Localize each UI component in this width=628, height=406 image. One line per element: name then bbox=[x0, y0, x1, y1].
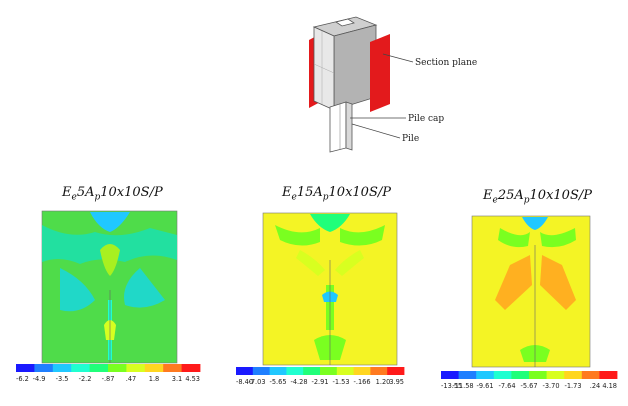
colorbar-3-segment bbox=[529, 371, 547, 379]
panel-title-1: Ee5Ap10x10S/P bbox=[62, 185, 163, 203]
colorbar-2-tick-label: 3.95 bbox=[389, 378, 404, 386]
colorbar-1-segment bbox=[52, 364, 72, 372]
contour-panel-1 bbox=[41, 210, 178, 364]
colorbar-1-tick-label: 1.8 bbox=[149, 375, 160, 383]
colorbar-3-segment bbox=[441, 371, 459, 379]
colorbar-2-segment bbox=[387, 367, 405, 375]
colorbar-3-segment bbox=[546, 371, 565, 379]
colorbar-1-segment bbox=[144, 364, 164, 372]
section-plane-front bbox=[370, 34, 390, 112]
pile-leader bbox=[351, 123, 401, 139]
pile-cap-label: Pile cap bbox=[408, 114, 444, 124]
colorbar-3-segment bbox=[564, 371, 583, 379]
colorbar-3-tick-label: -9.61 bbox=[476, 382, 493, 390]
pile-cap-block bbox=[312, 16, 378, 111]
colorbar-3-segment bbox=[458, 371, 477, 379]
contour-panel-3 bbox=[471, 215, 591, 368]
colorbar-3-tick-label: .24 bbox=[590, 382, 601, 390]
colorbar-3-segment bbox=[476, 371, 495, 379]
colorbar-1-tick-label: 3.1 bbox=[172, 375, 183, 383]
section-plane-label: Section plane bbox=[415, 58, 477, 68]
contour-panel-2 bbox=[262, 212, 398, 366]
colorbar-3-tick-label: -13.55 bbox=[441, 382, 462, 390]
colorbar-1-segment bbox=[34, 364, 54, 372]
colorbar-1-segment bbox=[108, 364, 127, 372]
colorbar-1-segment bbox=[126, 364, 146, 372]
colorbar-2: -8.40-7.03 -5.65 -4.28 -2.91 -1.53 -.166 1.203… bbox=[236, 367, 405, 386]
colorbar-2-tick-label: -.166 bbox=[353, 378, 370, 386]
colorbar-3-tick-label: -5.67 bbox=[520, 382, 537, 390]
colorbar-3-segment bbox=[581, 371, 600, 379]
colorbar-2-segment bbox=[336, 367, 354, 375]
panel-title-2: Ee15Ap10x10S/P bbox=[282, 185, 391, 203]
colorbar-1-tick-label: -2.2 bbox=[79, 375, 92, 383]
colorbar-1-segment bbox=[163, 364, 182, 372]
colorbar-2-tick-label: 1.20 bbox=[376, 378, 391, 386]
colorbar-3-tick-label: -11.58 bbox=[452, 382, 473, 390]
colorbar-2-segment bbox=[303, 367, 321, 375]
panel-title-3: Ee25Ap10x10S/P bbox=[483, 188, 592, 206]
pile-shape bbox=[329, 101, 353, 153]
colorbar-1-tick-label: -3.5 bbox=[56, 375, 69, 383]
colorbar-1-segment bbox=[16, 364, 35, 372]
colorbar-3-tick-label: -7.64 bbox=[498, 382, 515, 390]
colorbar-2-tick-label: -4.28 bbox=[290, 378, 307, 386]
colorbar-1: -6.2 -4.9 -3.5 -2.2 -.87 .47 1.8 3.1 4.53 bbox=[16, 364, 201, 383]
colorbar-1-tick-label: 4.53 bbox=[185, 375, 200, 383]
colorbar-3-segment bbox=[493, 371, 512, 379]
colorbar-2-segment bbox=[370, 367, 388, 375]
colorbar-2-segment bbox=[252, 367, 270, 375]
colorbar-1-segment bbox=[71, 364, 90, 372]
colorbar-3-tick-label: 4.18 bbox=[602, 382, 617, 390]
section-plane-leader bbox=[382, 53, 414, 63]
colorbar-3-tick-label: -1.73 bbox=[564, 382, 581, 390]
colorbar-2-segment bbox=[269, 367, 287, 375]
colorbar-3-segment bbox=[599, 371, 618, 379]
colorbar-1-segment bbox=[89, 364, 109, 372]
colorbar-2-segment bbox=[236, 367, 254, 375]
colorbar-2-tick-label: -5.65 bbox=[269, 378, 286, 386]
colorbar-1-tick-label: .47 bbox=[126, 375, 137, 383]
colorbar-1-tick-label: -4.9 bbox=[33, 375, 46, 383]
colorbar-2-tick-label: -8.40 bbox=[236, 378, 253, 386]
colorbar-1-tick-label: -.87 bbox=[102, 375, 115, 383]
colorbar-3-segment bbox=[511, 371, 530, 379]
colorbar-2-tick-label: -1.53 bbox=[332, 378, 349, 386]
colorbar-1-segment bbox=[181, 364, 201, 372]
colorbar-2-segment bbox=[353, 367, 371, 375]
colorbar-2-segment bbox=[320, 367, 338, 375]
colorbar-3: -13.55-11.58 -9.61 -7.64 -5.67 -3.70 -1.73 .24… bbox=[441, 371, 618, 390]
colorbar-2-tick-label: -2.91 bbox=[311, 378, 328, 386]
schematic: Section plane Pile cap Pile bbox=[309, 16, 477, 153]
colorbar-3-tick-label: -3.70 bbox=[542, 382, 559, 390]
pile-label: Pile bbox=[402, 134, 419, 144]
colorbar-2-tick-label: -7.03 bbox=[248, 378, 265, 386]
colorbar-2-segment bbox=[286, 367, 304, 375]
colorbar-1-tick-label: -6.2 bbox=[16, 375, 29, 383]
